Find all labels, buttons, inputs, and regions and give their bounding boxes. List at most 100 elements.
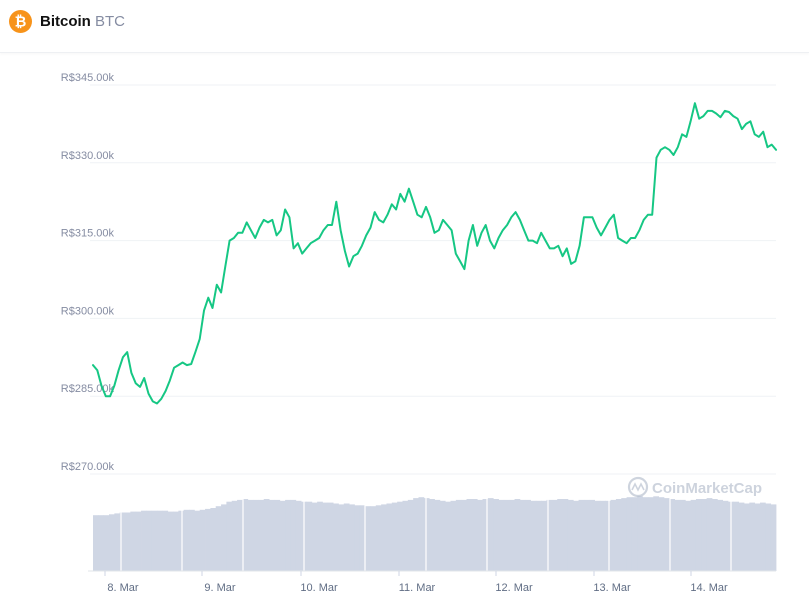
volume-bar: [295, 500, 302, 571]
volume-bar: [354, 505, 361, 571]
volume-bar: [642, 497, 649, 571]
volume-bar: [221, 504, 227, 571]
volume-bars: [93, 480, 777, 571]
volume-bar: [439, 500, 446, 571]
y-tick-label: R$270.00k: [61, 461, 115, 473]
x-tick-label: 8. Mar: [107, 582, 139, 594]
volume-bar: [621, 498, 627, 571]
y-tick-label: R$285.00k: [61, 383, 115, 395]
watermark-text: CoinMarketCap: [652, 480, 762, 497]
volume-bar: [690, 499, 697, 571]
volume-bar: [738, 502, 745, 571]
volume-bar: [567, 499, 574, 571]
volume-bar: [103, 515, 110, 571]
volume-bar: [237, 499, 243, 571]
x-tick-label: 9. Mar: [204, 582, 236, 594]
volume-bar: [509, 499, 515, 571]
volume-bar: [205, 508, 211, 571]
volume-bar: [215, 506, 222, 571]
volume-bar: [605, 500, 611, 571]
volume-bar: [338, 504, 345, 571]
volume-bar: [434, 499, 441, 571]
volume-bar: [167, 511, 174, 571]
volume-bar: [242, 499, 249, 571]
volume-bar: [498, 499, 505, 571]
volume-bar: [519, 499, 526, 571]
y-tick-label: R$345.00k: [61, 72, 115, 84]
x-axis: 8. Mar 9. Mar 10. Mar 11. Mar 12. Mar 13. Mar…: [88, 570, 776, 594]
volume-bar: [759, 502, 766, 571]
y-axis: R$270.00k R$285.00k R$300.00k R$315.00k R$33…: [61, 72, 115, 473]
volume-bar: [98, 515, 105, 571]
volume-bar: [450, 500, 457, 571]
volume-bar: [610, 499, 617, 571]
volume-bar: [487, 498, 494, 571]
x-tick-label: 11. Mar: [399, 582, 436, 594]
volume-bar: [482, 499, 489, 571]
volume-bar: [135, 511, 142, 571]
volume-bar: [674, 499, 681, 571]
volume-bar: [514, 499, 521, 571]
volume-bar: [631, 497, 638, 571]
volume-bar: [525, 499, 531, 571]
volume-bar: [178, 510, 185, 571]
volume-bar: [418, 497, 425, 571]
volume-bar: [247, 499, 254, 571]
volume-bar: [343, 503, 350, 571]
volume-bar: [231, 500, 238, 571]
grid-lines: [90, 84, 776, 475]
volume-bar: [349, 504, 355, 571]
volume-bar: [279, 500, 286, 571]
volume-bar: [466, 499, 473, 571]
volume-bar: [327, 502, 334, 571]
volume-bar: [530, 500, 537, 571]
volume-bar: [141, 510, 147, 571]
y-tick-label: R$330.00k: [61, 150, 115, 162]
volume-bar: [546, 499, 553, 571]
volume-bar: [701, 499, 708, 571]
volume-bar: [146, 510, 153, 571]
volume-bar: [290, 499, 297, 571]
volume-bar: [162, 510, 169, 571]
volume-bar: [471, 499, 478, 571]
volume-bar: [455, 499, 462, 571]
volume-bar: [119, 512, 126, 571]
volume-bar: [541, 500, 547, 571]
volume-bar: [402, 500, 409, 571]
volume-bar: [285, 499, 291, 571]
volume-bar: [765, 503, 772, 571]
volume-bar: [578, 499, 585, 571]
volume-bar: [658, 497, 665, 571]
volume-bar: [583, 499, 590, 571]
x-tick-label: 10. Mar: [300, 582, 338, 594]
y-tick-label: R$300.00k: [61, 305, 115, 317]
coin-name: Bitcoin: [40, 13, 91, 30]
volume-bar: [706, 498, 713, 571]
volume-bar: [317, 501, 323, 571]
volume-bar: [306, 501, 313, 571]
volume-bar: [733, 501, 740, 571]
volume-bar: [637, 496, 644, 571]
volume-bar: [391, 502, 398, 571]
volume-bar: [599, 500, 606, 571]
volume-bar: [226, 501, 233, 571]
volume-bar: [669, 499, 676, 571]
volume-bar: [359, 505, 366, 571]
volume-bar: [493, 499, 499, 571]
volume-bar: [503, 499, 510, 571]
volume-bar: [653, 496, 660, 571]
volume-bar: [562, 499, 569, 571]
volume-bar: [375, 505, 382, 571]
volume-bar: [477, 499, 483, 571]
volume-bar: [365, 506, 371, 571]
volume-bar: [274, 499, 281, 571]
volume-bar: [93, 515, 99, 571]
volume-bar: [573, 500, 579, 571]
volume-bar: [407, 499, 414, 571]
x-tick-label: 12. Mar: [495, 582, 533, 594]
price-line: [92, 102, 777, 405]
volume-bar: [333, 503, 339, 571]
volume-bar: [413, 498, 419, 571]
x-tick-label: 13. Mar: [593, 582, 631, 594]
